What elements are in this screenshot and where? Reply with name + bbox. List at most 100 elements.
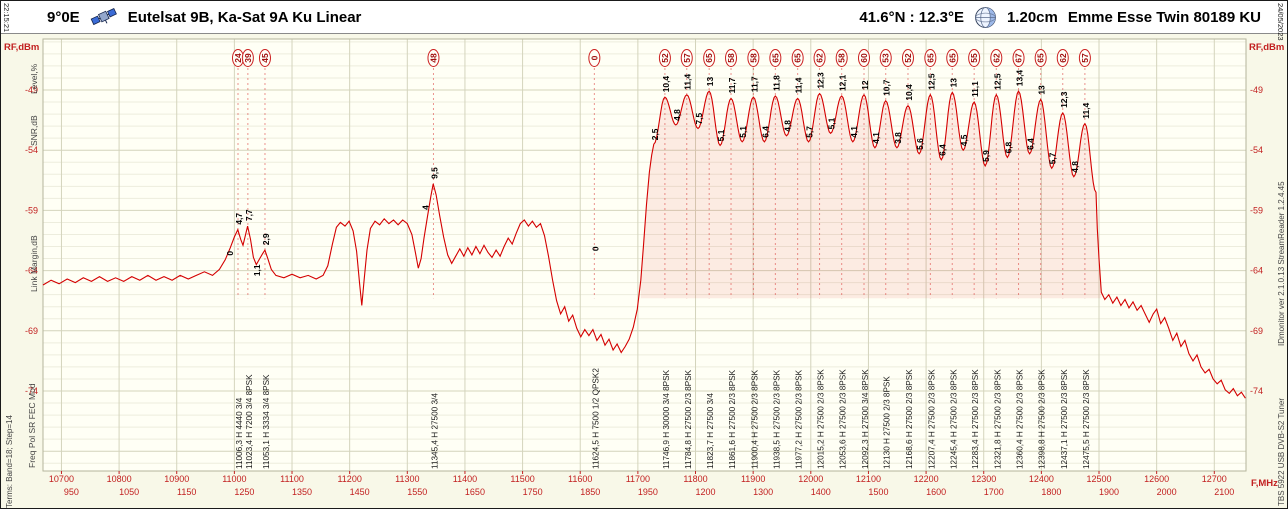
level-badge xyxy=(747,49,760,67)
level-badge xyxy=(901,49,914,67)
axes: -49 -49 -54 -54 -59 -59 -64 -64 -69 -69 -74 -74 1070… xyxy=(4,42,1284,497)
level-badge xyxy=(813,49,826,67)
x-tick-freq: 11300 xyxy=(395,474,419,484)
marker-lines xyxy=(237,68,1086,299)
level-badges: 24 39 45 48 0 52 57 65 58 58 65 65 62 58 60 53 52 65 65 55 6… xyxy=(232,49,1091,67)
x-tick-if: 1900 xyxy=(1099,487,1119,497)
snr-value: 11,4 xyxy=(683,74,693,90)
x-tick-freq: 11200 xyxy=(337,474,361,484)
transponder-label: 12207,4 H 27500 2/3 8PSK xyxy=(927,369,936,469)
level-value: 52 xyxy=(903,53,913,63)
y-tick-left: -59 xyxy=(25,205,38,215)
snr-value: 11,1 xyxy=(970,81,980,97)
spectrum-chart-canvas[interactable]: 24 39 45 48 0 52 57 65 58 58 65 65 62 58 60 53 52 65 65 55 6… xyxy=(1,34,1288,509)
terms-caption: Terms: Band=18; Step=14 xyxy=(5,415,14,509)
margin-value: 4 xyxy=(420,205,430,210)
level-badge xyxy=(1078,49,1091,67)
level-badge xyxy=(725,49,738,67)
level-badge xyxy=(258,49,271,67)
level-badge xyxy=(1012,49,1025,67)
x-tick-freq: 11600 xyxy=(568,474,592,484)
level-badge xyxy=(968,49,981,67)
snr-value: 12,3 xyxy=(1059,91,1069,108)
x-tick-if: 1600 xyxy=(926,487,946,497)
level-axis-caption: Level,% xyxy=(29,63,39,94)
transponder-label: 11345,4 H 27500 3/4 xyxy=(430,393,439,469)
level-value: 55 xyxy=(969,53,979,63)
valley-snr-value: 6,4 xyxy=(937,144,947,156)
x-tick-freq: 11700 xyxy=(626,474,650,484)
spectrum-chart: 24 39 45 48 0 52 57 65 58 58 65 65 62 58 60 53 52 65 65 55 6… xyxy=(1,34,1288,509)
x-tick-freq: 10700 xyxy=(49,474,74,484)
x-tick-if: 1200 xyxy=(695,487,715,497)
margin-value: 1,1 xyxy=(252,264,262,276)
level-value: 58 xyxy=(726,53,736,63)
transponder-label: 11784,8 H 27500 2/3 8PSK xyxy=(684,369,693,469)
valley-snr-value: 5,1 xyxy=(716,129,726,141)
valley-snr-value: 5,1 xyxy=(738,126,748,138)
transponder-label: 11823,7 H 27500 3/4 xyxy=(706,393,715,469)
level-badge xyxy=(791,49,804,67)
site-coordinates: 41.6°N : 12.3°E xyxy=(859,8,964,26)
level-badge xyxy=(879,49,892,67)
margin-axis-caption: Link Margin,dB xyxy=(29,235,39,292)
level-badge xyxy=(703,49,716,67)
snr-value: 13,4 xyxy=(1015,70,1025,87)
snr-value: 11,4 xyxy=(794,77,804,93)
plot-background xyxy=(43,39,1246,471)
satellite-icon xyxy=(90,6,118,28)
x-tick-if: 1750 xyxy=(523,487,543,497)
level-badge xyxy=(1056,49,1069,67)
snr-value: 12,3 xyxy=(816,72,826,89)
transponder-label: 12283,4 H 27500 2/3 8PSK xyxy=(971,369,980,469)
y-axis-title-left: RF,dBm xyxy=(4,42,39,53)
row-legend-caption: Freq Pol SR FEC Mod xyxy=(27,383,37,468)
x-tick-if: 1950 xyxy=(638,487,658,497)
valley-snr-value: 5,7 xyxy=(1048,152,1058,164)
level-value: 60 xyxy=(859,53,869,63)
y-tick-right: -59 xyxy=(1250,205,1263,215)
level-value: 58 xyxy=(837,53,847,63)
valley-snr-value: 4,5 xyxy=(959,134,969,146)
level-badge xyxy=(427,49,440,67)
level-value: 39 xyxy=(243,53,253,63)
level-value: 62 xyxy=(815,53,825,63)
transponder-label: 11023,4 H 7200 3/4 8PSK xyxy=(245,374,254,469)
x-tick-if: 1650 xyxy=(465,487,485,497)
satellite-name: Eutelsat 9B, Ka-Sat 9A Ku Linear xyxy=(127,8,362,26)
level-value: 58 xyxy=(748,53,758,63)
y-tick-right: -49 xyxy=(1250,85,1263,95)
transponder-label: 12475,5 H 27500 2/3 8PSK xyxy=(1082,369,1091,469)
valley-snr-value: 7,5 xyxy=(694,113,704,125)
valley-snr-value: 2,5 xyxy=(650,128,660,140)
level-value: 48 xyxy=(428,53,438,63)
level-badge xyxy=(858,49,871,67)
level-badge xyxy=(835,49,848,67)
x-tick-if: 1450 xyxy=(350,487,370,497)
valley-snr-value: 5,9 xyxy=(981,150,991,162)
snr-value: 10,7 xyxy=(882,79,892,96)
valley-snr-value: 4,8 xyxy=(672,109,682,121)
level-badge xyxy=(769,49,782,67)
valley-snr-value: 5,6 xyxy=(915,138,925,150)
y-tick-right: -64 xyxy=(1250,266,1263,276)
transponder-label: 11053,1 H 3334 3/4 8PSK xyxy=(262,374,271,469)
level-value: 65 xyxy=(793,53,803,63)
valley-snr-value: 6,8 xyxy=(1003,141,1013,153)
transponder-label: 11861,6 H 27500 2/3 8PSK xyxy=(728,369,737,469)
y-tick-left: -64 xyxy=(25,266,38,276)
x-tick-freq: 11800 xyxy=(683,474,707,484)
header-bar: 9°0E Eutelsat 9B, Ka-Sat 9A Ku Linear 41… xyxy=(1,1,1287,34)
level-value: 65 xyxy=(1036,53,1046,63)
x-tick-freq: 10800 xyxy=(107,474,132,484)
valley-snr-value: 4,8 xyxy=(1070,161,1080,173)
capture-time: 22:15:21 xyxy=(2,3,11,33)
snr-axis-caption: SNR,dB xyxy=(29,115,39,146)
orbital-position: 9°0E xyxy=(47,8,80,26)
transponder-label: 12437,1 H 27500 2/3 8PSK xyxy=(1060,369,1069,469)
x-tick-if: 1250 xyxy=(234,487,254,497)
tuner-caption: TBS 5922 USB DVB-S2 Tuner xyxy=(1277,398,1286,506)
level-badge xyxy=(946,49,959,67)
x-tick-if: 950 xyxy=(64,487,79,497)
